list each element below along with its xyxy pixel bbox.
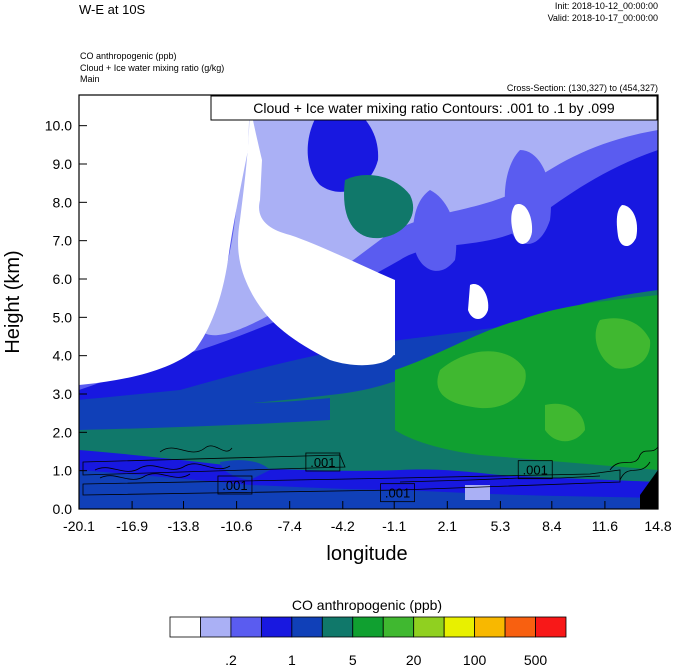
- colorbar-label: 20: [406, 652, 422, 667]
- x-tick-label: -4.2: [331, 518, 355, 534]
- colorbar-swatch: [169, 616, 201, 638]
- x-tick-label: -20.1: [63, 518, 95, 534]
- x-tick-label: 14.8: [644, 518, 671, 534]
- field-line-co: CO anthropogenic (ppb): [80, 51, 177, 61]
- contour-title-box: [210, 95, 658, 121]
- colorbar-swatch: [321, 616, 354, 638]
- chart-title: W-E at 10S: [79, 2, 146, 17]
- colorbar-swatch: [504, 616, 536, 638]
- y-tick-label: 4.0: [53, 348, 73, 364]
- colorbar-label: 100: [463, 652, 487, 667]
- y-tick-label: 7.0: [53, 233, 73, 249]
- y-tick-label: 6.0: [53, 271, 73, 287]
- colorbar-swatch: [413, 616, 445, 638]
- y-axis: 0.0 1.0 2.0 3.0 4.0 5.0 6.0 7.0 8.0 9.0 10.0: [45, 118, 87, 517]
- colorbar-label: 500: [524, 652, 548, 667]
- contour-label: .001: [523, 463, 548, 478]
- contour-title: Cloud + Ice water mixing ratio Contours:…: [253, 100, 615, 116]
- y-axis-label: Height (km): [2, 250, 24, 353]
- plot-frame: [78, 94, 659, 510]
- colorbar-swatch: [291, 616, 323, 638]
- field-line-cloud: Cloud + Ice water mixing ratio (g/kg): [80, 63, 225, 73]
- cloud-contours: [82, 445, 658, 496]
- y-tick-label: 2.0: [53, 424, 73, 440]
- colorbar-swatch: [382, 616, 415, 638]
- contour-label: .001: [310, 455, 335, 470]
- x-axis: -20.1 -16.9 -13.8 -10.6 -7.4 -4.2 -1.1 2.1 5.3 8.…: [63, 501, 672, 534]
- colorbar-swatch: [230, 616, 262, 638]
- field-line-main: Main: [80, 74, 100, 84]
- y-tick-label: 8.0: [53, 194, 73, 210]
- x-tick-label: 11.6: [592, 518, 618, 534]
- x-axis-label: longitude: [326, 543, 407, 565]
- contour-label-group: .001 .001 .001 .001: [217, 452, 553, 503]
- colorbar-swatch: [474, 616, 506, 638]
- colorbar-swatch: [200, 616, 232, 638]
- init-time: Init: 2018-10-12_00:00:00: [554, 1, 658, 11]
- contour-label-box: [217, 475, 253, 495]
- valid-time: Valid: 2018-10-17_00:00:00: [547, 13, 658, 23]
- x-tick-label: -10.6: [221, 518, 253, 534]
- x-tick-label: -13.8: [168, 518, 200, 534]
- x-tick-label: 8.4: [542, 518, 562, 534]
- x-tick-label: -7.4: [278, 518, 302, 534]
- y-tick-label: 10.0: [45, 118, 72, 134]
- x-tick-label: -16.9: [116, 518, 148, 534]
- contour-label-box: [380, 483, 415, 503]
- cross-section-label: Cross-Section: (130,327) to (454,327): [506, 83, 658, 93]
- contour-label-box: [517, 460, 553, 480]
- colorbar-swatch: [443, 616, 476, 638]
- y-tick-label: 1.0: [53, 463, 73, 479]
- y-tick-label: 5.0: [53, 309, 73, 325]
- colorbar-label: 5: [349, 652, 357, 667]
- x-tick-label: -1.1: [382, 518, 406, 534]
- colorbar-swatch: [535, 616, 567, 638]
- contour-label: .001: [385, 486, 410, 501]
- contour-label: .001: [222, 478, 247, 493]
- colorbar-swatch: [260, 616, 293, 638]
- colorbar: [169, 616, 567, 638]
- x-tick-label: 5.3: [491, 518, 511, 534]
- colorbar-title: CO anthropogenic (ppb): [292, 597, 442, 613]
- y-tick-label: 9.0: [53, 156, 73, 172]
- colorbar-label: 1: [288, 652, 296, 667]
- colorbar-label: .2: [225, 652, 237, 667]
- x-tick-label: 2.1: [438, 518, 458, 534]
- colorbar-swatch: [352, 616, 384, 638]
- y-tick-label: 0.0: [53, 501, 73, 517]
- co-field: [79, 95, 658, 509]
- y-tick-label: 3.0: [53, 386, 73, 402]
- contour-label-box: [305, 452, 341, 472]
- colorbar-labels: .2 1 5 20 100 500: [225, 652, 547, 667]
